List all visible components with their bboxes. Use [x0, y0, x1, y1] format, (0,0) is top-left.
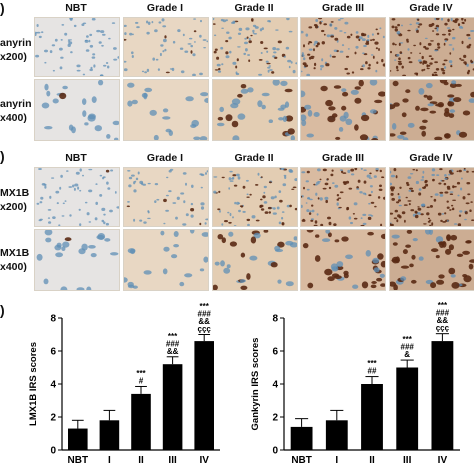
chart-0-annotation-2-0: ***: [136, 369, 146, 378]
chart-1-annotation-3-1: ###: [401, 343, 415, 352]
micrograph-b1-col3: [300, 167, 386, 227]
col-head-grade3-a: Grade III: [321, 2, 364, 14]
chart-0-xtick-label-1: I: [108, 455, 111, 466]
chart-1-ytick-label-3: 6: [272, 347, 278, 358]
chart-1-bar-2: [361, 384, 383, 450]
chart-0-annotation-3-2: &&: [167, 347, 179, 356]
row-label-a2: anyrin x400): [0, 97, 32, 125]
col-head-grade2-b: Grade II: [234, 152, 274, 164]
micrograph-b2-col1: [123, 229, 209, 291]
col-head-grade1-a: Grade I: [146, 2, 184, 14]
row-label-b2: MX1B x400): [0, 246, 29, 274]
row-label-b2-line2: x400): [0, 261, 27, 273]
chart-1-annotation-4-2: &&: [437, 316, 449, 325]
col-head-grade3-b: Grade III: [321, 152, 364, 164]
micrograph-a1-col3: [300, 17, 386, 77]
chart-0-bar-0: [68, 428, 88, 450]
row-label-a1: anyrin x200): [0, 36, 32, 64]
micrograph-b1-col0: [34, 167, 120, 227]
chart-1-annotation-2-1: ##: [368, 367, 377, 376]
micrograph-b2-col2: [212, 229, 298, 291]
row-label-b2-line1: MX1B: [0, 247, 30, 259]
row-label-a1-line1: anyrin: [0, 37, 32, 49]
micrograph-a1-col0: [34, 17, 120, 77]
chart-1-annotation-4-3: ççç: [436, 324, 450, 333]
chart-0-annotation-4-2: &&: [198, 317, 210, 326]
micrograph-a2-col2: [212, 79, 298, 141]
chart-0-xtick-label-3: III: [168, 455, 177, 466]
row-label-b1-line2: x200): [0, 201, 27, 213]
micrograph-a1-col4: [389, 17, 474, 77]
chart-1-xtick-label-1: I: [335, 455, 338, 466]
chart-1-annotation-3-2: &: [404, 350, 410, 359]
chart-1-bar-4: [431, 341, 454, 450]
micrograph-b1-col1: [123, 167, 209, 227]
chart-1-annotation-2-0: ***: [367, 359, 377, 368]
col-head-nbt-a: NBT: [65, 2, 87, 14]
chart-0-bar-3: [162, 364, 183, 450]
chart-1-ytick-label-1: 2: [272, 413, 278, 424]
chart-0-ytick-label-4: 8: [50, 314, 56, 325]
chart-0-bar-4: [194, 341, 214, 450]
micrograph-b2-col3: [300, 229, 386, 291]
chart-1-xtick-label-4: IV: [438, 455, 448, 466]
chart-0-ytick-label-3: 6: [50, 347, 56, 358]
chart-0-ylabel: LMX1B IRS scores: [28, 342, 39, 426]
panel-a-letter: ): [0, 0, 5, 16]
chart-0-bar-2: [131, 393, 151, 450]
micrograph-a2-col1: [123, 79, 209, 141]
row-label-a2-line1: anyrin: [0, 98, 32, 110]
chart-0-xtick-label-4: IV: [199, 455, 209, 466]
col-head-grade4-b: Grade IV: [409, 152, 453, 164]
chart-1-annotation-4-0: ***: [438, 301, 448, 310]
col-head-grade4-a: Grade IV: [409, 2, 453, 14]
chart-1-annotation-3-0: ***: [403, 335, 413, 344]
row-label-b1-line1: MX1B: [0, 187, 30, 199]
micrograph-a1-col2: [212, 17, 298, 77]
chart-1-annotation-4-1: ###: [436, 309, 450, 318]
col-head-nbt-b: NBT: [65, 152, 87, 164]
chart-0-xtick-label-0: NBT: [68, 455, 89, 466]
micrograph-a2-col3: [300, 79, 386, 141]
chart-0-annotation-3-1: ###: [166, 339, 180, 348]
chart-0-annotation-3-0: ***: [168, 332, 178, 341]
chart-1-bar-1: [325, 420, 348, 450]
chart-1-xtick-label-2: II: [369, 455, 375, 466]
micrograph-a1-col1: [123, 17, 209, 77]
chart-0-ytick-label-1: 2: [50, 413, 56, 424]
col-head-grade1-b: Grade I: [146, 152, 184, 164]
micrograph-a2-col0: [34, 79, 120, 141]
micrograph-b1-col2: [212, 167, 298, 227]
chart-0-annotation-4-3: ççç: [198, 325, 212, 334]
row-label-a2-line2: x400): [0, 112, 27, 124]
chart-1-ytick-label-2: 4: [272, 380, 278, 391]
chart-1-ytick-label-0: 0: [272, 446, 278, 457]
chart-1-bar-0: [290, 426, 313, 450]
chart-0-annotation-2-1: #: [139, 376, 144, 385]
chart-1-ytick-label-4: 8: [272, 314, 278, 325]
chart-1-xtick-label-0: NBT: [291, 455, 312, 466]
panel-c-letter: ): [0, 302, 5, 318]
chart-0-annotation-4-1: ###: [198, 310, 212, 319]
chart-1-xtick-label-3: III: [403, 455, 412, 466]
micrograph-b2-col4: [389, 229, 474, 291]
row-label-a1-line2: x200): [0, 51, 27, 63]
chart-0-xtick-label-2: II: [138, 455, 144, 466]
row-label-b1: MX1B x200): [0, 186, 29, 214]
chart-1-ylabel: Gankyrin IRS scores: [250, 338, 261, 431]
col-head-grade2-a: Grade II: [234, 2, 274, 14]
chart-0-bar-1: [99, 420, 120, 450]
micrograph-a2-col4: [389, 79, 474, 141]
micrograph-b1-col4: [389, 167, 474, 227]
chart-1-bar-3: [396, 367, 419, 450]
chart-0-annotation-4-0: ***: [200, 302, 210, 311]
panel-b-letter: ): [0, 148, 5, 164]
micrograph-b2-col0: [34, 229, 120, 291]
chart-0-ytick-label-0: 0: [50, 446, 56, 457]
chart-0-ytick-label-2: 4: [50, 380, 56, 391]
